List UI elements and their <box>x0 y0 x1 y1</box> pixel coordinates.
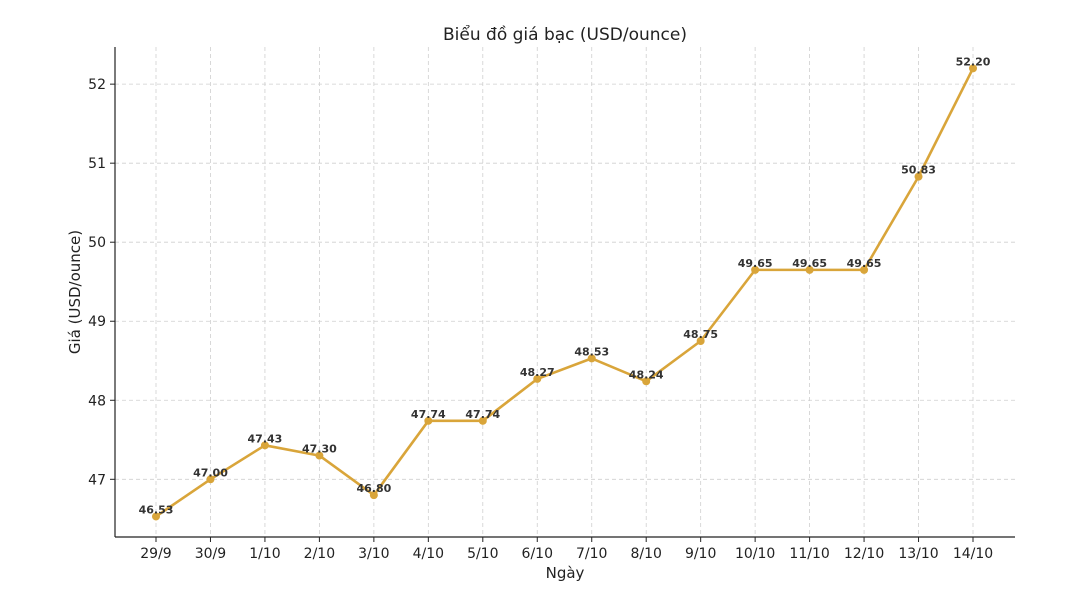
data-point <box>206 475 215 484</box>
data-label: 48.75 <box>683 328 718 341</box>
data-point <box>696 337 705 345</box>
data-label: 47.30 <box>302 443 337 456</box>
data-point <box>424 416 433 425</box>
data-point <box>533 374 542 383</box>
chart-title: Biểu đồ giá bạc (USD/ounce) <box>443 24 687 45</box>
y-axis-title: Giá (USD/ounce) <box>66 230 84 354</box>
data-point <box>969 64 977 73</box>
y-tick-label: 47 <box>88 472 106 488</box>
series-line <box>155 67 975 518</box>
x-tick-label: 29/9 <box>140 546 171 562</box>
y-tick-label: 50 <box>88 235 106 251</box>
data-label: 47.74 <box>411 408 446 421</box>
x-tick-label: 3/10 <box>358 546 389 562</box>
data-label: 47.00 <box>193 466 228 479</box>
x-tick-label: 11/10 <box>789 546 829 562</box>
x-tick-label: 10/10 <box>735 546 775 562</box>
data-label: 46.53 <box>139 503 174 516</box>
x-tick-label: 1/10 <box>249 546 280 562</box>
y-tick-label: 51 <box>88 156 106 172</box>
series <box>152 64 977 521</box>
x-tick-label: 12/10 <box>844 546 884 562</box>
data-point <box>152 512 160 521</box>
grid <box>115 47 1015 537</box>
x-tick-label: 2/10 <box>304 546 335 562</box>
data-point <box>642 377 651 386</box>
x-tick-label: 4/10 <box>413 546 444 562</box>
data-label: 50.83 <box>901 164 936 177</box>
data-point <box>914 172 923 181</box>
data-label: 47.43 <box>248 432 283 445</box>
y-tick-label: 52 <box>88 77 106 93</box>
x-tick-label: 9/10 <box>685 546 716 562</box>
x-axis-ticks: 29/9 30/9 1/10 2/10 3/10 4/10 5/10 6/10 7/10 8/10… <box>140 537 993 562</box>
data-label: 48.24 <box>629 368 664 381</box>
data-label: 52.20 <box>956 55 991 68</box>
data-point <box>315 451 324 460</box>
data-point <box>260 441 269 450</box>
data-label: 49.65 <box>847 257 882 270</box>
data-label: 48.27 <box>520 366 555 379</box>
data-label: 47.74 <box>465 408 500 421</box>
data-label: 49.65 <box>792 257 827 270</box>
data-point <box>478 416 487 425</box>
data-point <box>751 265 760 274</box>
y-tick-label: 48 <box>88 393 106 409</box>
axes <box>114 47 1015 538</box>
data-label: 49.65 <box>738 257 773 270</box>
data-point <box>860 265 869 274</box>
x-tick-label: 6/10 <box>522 546 553 562</box>
data-point <box>805 265 814 274</box>
x-tick-label: 14/10 <box>953 546 993 562</box>
x-tick-label: 30/9 <box>195 546 226 562</box>
data-point <box>369 491 378 500</box>
x-tick-label: 5/10 <box>467 546 498 562</box>
x-tick-label: 8/10 <box>630 546 661 562</box>
data-labels: 46.53 47.00 47.43 47.30 46.80 47.74 47.74 48.27… <box>139 55 991 516</box>
y-axis-ticks: 47 48 49 50 51 52 <box>88 77 115 488</box>
x-tick-label: 13/10 <box>898 546 938 562</box>
data-label: 48.53 <box>574 345 609 358</box>
y-tick-label: 49 <box>88 314 106 330</box>
x-tick-label: 7/10 <box>576 546 607 562</box>
data-label: 46.80 <box>356 482 391 495</box>
x-axis-title: Ngày <box>546 564 585 582</box>
data-point <box>587 354 596 363</box>
